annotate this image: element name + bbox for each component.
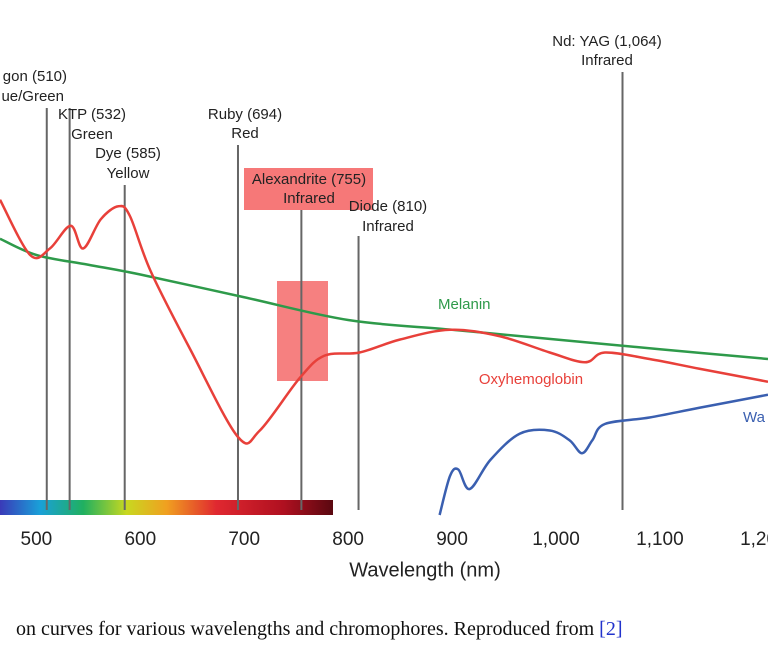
caption: on curves for various wavelengths and ch… [16, 618, 623, 641]
x-tick-label: 1,100 [636, 529, 684, 550]
laser-label: Nd: YAG (1,064) [552, 33, 662, 50]
series-label: Melanin [438, 296, 491, 313]
laser-band: Green [71, 126, 113, 143]
laser-label: Alexandrite (755) [252, 171, 366, 188]
x-tick-label: 600 [124, 529, 156, 550]
laser-label: Ruby (694) [208, 106, 282, 123]
series-line [0, 199, 768, 445]
highlight-label [244, 168, 373, 210]
laser-band: Infrared [581, 52, 633, 69]
x-tick-label: 1,000 [532, 529, 580, 550]
x-tick-label: 800 [332, 529, 364, 550]
laser-band: Infrared [283, 190, 335, 207]
laser-band: Yellow [107, 165, 150, 182]
laser-band: Red [231, 125, 259, 142]
laser-label: gon (510) [3, 68, 67, 85]
series-line [0, 237, 768, 361]
x-tick-label: 500 [21, 529, 53, 550]
laser-label: KTP (532) [58, 106, 126, 123]
caption-ref[interactable]: [2] [599, 618, 623, 640]
chart: Wavelength (nm) 500 600 700 800 900 1,000 1,10… [0, 33, 768, 581]
series-line [438, 393, 768, 516]
series-label: Oxyhemoglobin [479, 371, 583, 388]
x-tick-label: 1,200 [740, 529, 768, 550]
laser-band: ue/Green [1, 88, 64, 105]
x-tick-label: 700 [228, 529, 260, 550]
laser-label: Dye (585) [95, 145, 161, 162]
highlight-region [277, 281, 328, 381]
x-axis-title: Wavelength (nm) [349, 559, 501, 581]
series-label: Wa [743, 409, 766, 426]
caption-text: on curves for various wavelengths and ch… [16, 618, 595, 640]
spectrum-bar [0, 500, 333, 515]
laser-label: Diode (810) [349, 198, 427, 215]
x-tick-label: 900 [436, 529, 468, 550]
laser-band: Infrared [362, 218, 414, 235]
